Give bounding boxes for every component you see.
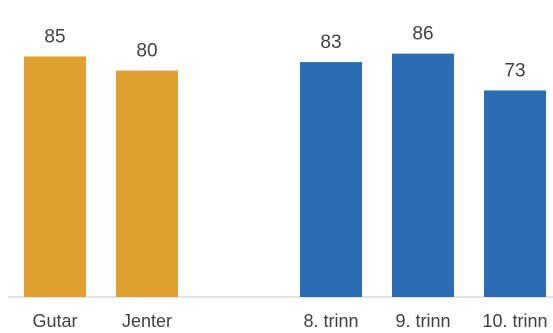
- bar-9-trinn: [392, 53, 454, 298]
- category-label: 9. trinn: [395, 311, 450, 331]
- category-labels-group: Gutar Jenter 8. trinn 9. trinn 10. trinn: [32, 311, 547, 331]
- value-label: 86: [412, 24, 433, 45]
- bar-10-trinn: [484, 90, 546, 297]
- category-label: Gutar: [32, 311, 77, 331]
- value-label: 83: [320, 32, 341, 53]
- value-label: 85: [44, 26, 65, 47]
- category-label: 8. trinn: [303, 311, 358, 331]
- bar-gutar: [24, 56, 86, 298]
- bar-jenter: [116, 70, 178, 297]
- category-label: Jenter: [122, 311, 172, 331]
- category-label: 10. trinn: [482, 311, 547, 331]
- bars-group: [24, 53, 546, 298]
- value-label: 80: [136, 41, 157, 62]
- value-labels-group: 85 80 83 86 73: [44, 24, 525, 82]
- value-label: 73: [504, 60, 525, 81]
- bar-8-trinn: [300, 62, 362, 297]
